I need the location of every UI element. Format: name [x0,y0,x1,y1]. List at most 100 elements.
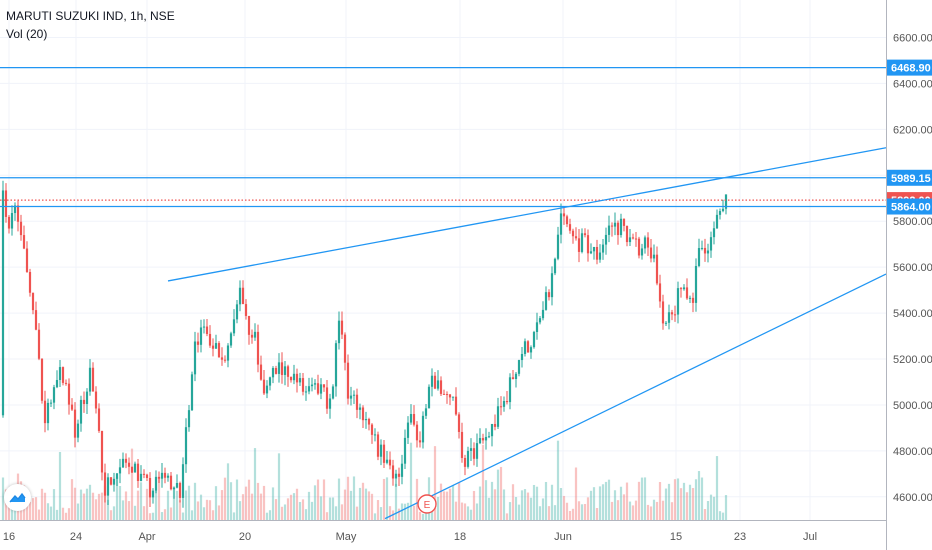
candle-body [499,406,503,408]
candle-body [196,341,200,345]
candle-body [541,309,545,319]
volume-bar [148,513,152,520]
candle-body [223,359,227,361]
volume-bar [373,513,377,520]
volume-bar [718,511,722,520]
volume-bar [223,477,227,520]
y-tick-label: 6600.00 [893,33,932,45]
volume-bar [724,495,728,520]
candle-body [334,343,338,387]
volume-bar [271,487,275,520]
event-marker-circle[interactable] [417,494,437,514]
volume-bar [169,507,173,520]
candle-body [259,364,263,380]
candle-body [109,477,113,485]
volume-bar [508,502,512,520]
volume-bar [469,509,473,520]
volume-bar [445,491,449,520]
volume-bar [592,487,596,520]
candle-body [106,477,110,496]
y-tick-label: 5000.00 [893,400,932,412]
candle-body [457,414,461,432]
volume-bar [403,503,407,520]
candle-body [502,401,506,407]
volume-bar [211,510,215,520]
volume-bar [265,512,269,520]
candle-body [592,246,596,252]
candle-body [598,252,602,260]
volume-bar [118,486,122,520]
volume-bar [568,510,572,520]
lower-trendline[interactable] [384,273,887,520]
candle-body [424,408,428,416]
candle-body [496,406,500,427]
volume-bar [487,497,491,520]
candle-body [538,318,542,323]
volume-bar [583,503,587,520]
candle-body [661,301,665,324]
earnings-event-marker[interactable]: E [417,494,437,514]
candle-body [724,194,728,209]
candle-body [655,254,659,284]
volume-bar [40,488,44,520]
candle-body [622,218,626,226]
x-tick-label: Apr [138,531,155,543]
volume-bar [538,506,542,520]
volume-bar [352,476,356,520]
volume-bar [658,482,662,520]
candle-body [601,244,605,253]
trendlines[interactable] [167,147,887,520]
candle-body [673,314,677,316]
volume-bar [457,482,461,520]
candle-body [337,320,341,344]
candle-body [676,288,680,315]
volume-bar [559,488,563,520]
upper-trendline[interactable] [167,147,887,282]
candle-body [325,387,329,409]
candle-body [619,218,623,236]
volume-bar [529,497,533,520]
candle-body [487,436,491,438]
volume-bar [145,488,149,520]
candle-body [361,407,365,421]
candle-body [640,248,644,256]
volume-bar [526,492,530,520]
volume-bar [625,482,629,520]
volume-bar [691,488,695,520]
candle-body [289,376,293,381]
candle-body [643,237,647,249]
price-label-bg [887,169,932,186]
candle-body [319,384,323,394]
volume-bar [76,503,80,520]
candle-body [205,326,209,334]
volume-bar [205,499,209,520]
candle-body [172,487,176,490]
volume-bar [181,512,185,520]
chart-title[interactable]: MARUTI SUZUKI IND, 1h, NSE [6,9,175,23]
volume-bar [502,489,506,520]
volume-bar [187,485,191,520]
candle-body [475,443,479,459]
volume-bar [67,508,71,520]
horizontal-lines[interactable] [0,66,886,208]
volume-bar [286,498,290,520]
candle-body [436,380,440,389]
candle-body [175,482,179,488]
candle-body [163,472,167,478]
candle-body [604,234,608,245]
candle-body [448,394,452,398]
tradingview-logo[interactable] [4,484,31,511]
candle-body [232,319,236,334]
volume-bar [454,501,458,520]
volume-bar [346,476,350,520]
candle-body [142,473,146,475]
candle-body [268,377,272,386]
volume-indicator-label[interactable]: Vol (20) [6,27,48,41]
volume-bar [247,479,251,520]
candle-body [493,424,497,427]
volume-bar [685,492,689,520]
candle-body [343,334,347,363]
candle-body [202,326,206,328]
candle-body [139,473,143,481]
